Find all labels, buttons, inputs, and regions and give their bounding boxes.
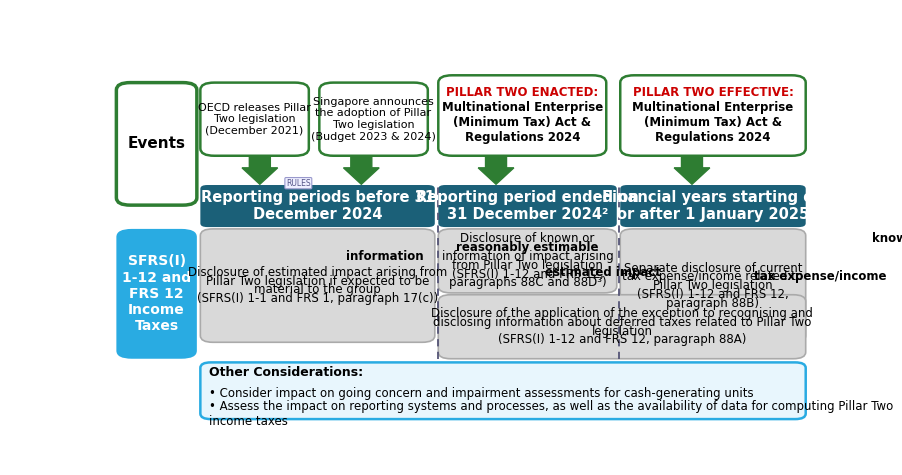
Text: reasonably estimable: reasonably estimable <box>456 241 598 254</box>
Text: (SFRS(I) 1-1 and FRS 1, paragraph 17(c)): (SFRS(I) 1-1 and FRS 1, paragraph 17(c)) <box>197 292 437 305</box>
Text: Disclosure of the application of the exception to recognising and: Disclosure of the application of the exc… <box>430 307 812 320</box>
FancyBboxPatch shape <box>200 362 805 419</box>
Text: Financial years starting on
or after 1 January 2025: Financial years starting on or after 1 J… <box>602 190 823 222</box>
Text: legislation: legislation <box>591 324 652 338</box>
Text: Events: Events <box>127 136 186 152</box>
FancyBboxPatch shape <box>620 185 805 227</box>
FancyBboxPatch shape <box>116 83 197 205</box>
Text: information of impact arising: information of impact arising <box>441 250 612 263</box>
Text: known or: known or <box>870 232 902 246</box>
Text: Pillar Two legislation: Pillar Two legislation <box>652 279 772 292</box>
FancyBboxPatch shape <box>116 229 197 359</box>
Text: material to the group: material to the group <box>254 284 381 296</box>
FancyBboxPatch shape <box>437 185 616 227</box>
Text: Disclosure of estimated impact arising from: Disclosure of estimated impact arising f… <box>188 266 446 279</box>
Text: tax expense/income: tax expense/income <box>753 270 886 283</box>
FancyBboxPatch shape <box>437 76 605 156</box>
Text: Multinational Enterprise
(Minimum Tax) Act &
Regulations 2024: Multinational Enterprise (Minimum Tax) A… <box>441 101 603 143</box>
Polygon shape <box>242 156 278 184</box>
Text: PILLAR TWO EFFECTIVE:: PILLAR TWO EFFECTIVE: <box>631 86 793 99</box>
Text: Disclosure of known or: Disclosure of known or <box>460 232 594 246</box>
Text: paragraph 88B): paragraph 88B) <box>666 297 759 310</box>
Text: Disclosure of known or: Disclosure of known or <box>460 232 594 246</box>
FancyBboxPatch shape <box>620 76 805 156</box>
FancyBboxPatch shape <box>200 83 308 156</box>
Text: SFRS(I)
1-12 and
FRS 12
Income
Taxes: SFRS(I) 1-12 and FRS 12 Income Taxes <box>122 255 191 333</box>
Text: (SFRS(I) 1-12 and FRS 12, paragraph 88A): (SFRS(I) 1-12 and FRS 12, paragraph 88A) <box>497 333 745 346</box>
Text: • Consider impact on going concern and impairment assessments for cash-generatin: • Consider impact on going concern and i… <box>208 387 752 399</box>
FancyBboxPatch shape <box>319 83 428 156</box>
Polygon shape <box>478 156 513 184</box>
Text: (SFRS(I) 1-12 and FRS 12,: (SFRS(I) 1-12 and FRS 12, <box>451 267 603 281</box>
FancyBboxPatch shape <box>437 229 616 293</box>
Text: information: information <box>345 250 423 263</box>
Text: OECD releases Pillar
Two legislation
(December 2021): OECD releases Pillar Two legislation (De… <box>198 103 310 136</box>
Text: Reporting periods before 31
December 2024: Reporting periods before 31 December 202… <box>200 190 434 222</box>
Text: Pillar Two legislation if expected to be: Pillar Two legislation if expected to be <box>206 275 428 288</box>
Polygon shape <box>674 156 709 184</box>
FancyBboxPatch shape <box>437 294 805 359</box>
Text: paragraphs 88C and 88D³): paragraphs 88C and 88D³) <box>448 276 605 289</box>
Polygon shape <box>343 156 379 184</box>
Text: • Assess the impact on reporting systems and processes, as well as the availabil: • Assess the impact on reporting systems… <box>208 400 892 428</box>
FancyBboxPatch shape <box>620 229 805 342</box>
Text: Multinational Enterprise
(Minimum Tax) Act &
Regulations 2024: Multinational Enterprise (Minimum Tax) A… <box>631 101 793 143</box>
Text: (SFRS(I) 1-12 and FRS 12,: (SFRS(I) 1-12 and FRS 12, <box>637 288 788 301</box>
Text: tax expense/income related to: tax expense/income related to <box>621 270 803 283</box>
Text: Separate disclosure of current: Separate disclosure of current <box>623 262 801 275</box>
Text: Disclosure of estimated impact arising from: Disclosure of estimated impact arising f… <box>188 266 446 279</box>
Text: Disclosure of the application of the exception to recognising and: Disclosure of the application of the exc… <box>430 307 812 320</box>
Text: estimated impact: estimated impact <box>545 266 660 279</box>
FancyBboxPatch shape <box>200 185 435 227</box>
Text: RULES: RULES <box>286 179 310 188</box>
Text: Reporting period ended on
31 December 2024²: Reporting period ended on 31 December 20… <box>416 190 639 222</box>
Text: PILLAR TWO ENACTED:: PILLAR TWO ENACTED: <box>446 86 598 99</box>
Text: Other Considerations:: Other Considerations: <box>208 366 363 379</box>
Text: from Pillar Two legislation: from Pillar Two legislation <box>452 259 603 272</box>
Text: disclosing information about deferred taxes related to Pillar Two: disclosing information about deferred ta… <box>432 316 810 329</box>
Text: tax expense/income related to: tax expense/income related to <box>621 270 803 283</box>
Text: Singapore announces
the adoption of Pillar
Two legislation
(Budget 2023 & 2024): Singapore announces the adoption of Pill… <box>311 97 436 142</box>
Text: Separate disclosure of current: Separate disclosure of current <box>623 262 801 275</box>
FancyBboxPatch shape <box>200 229 435 342</box>
Text: information of impact arising: information of impact arising <box>441 250 612 263</box>
